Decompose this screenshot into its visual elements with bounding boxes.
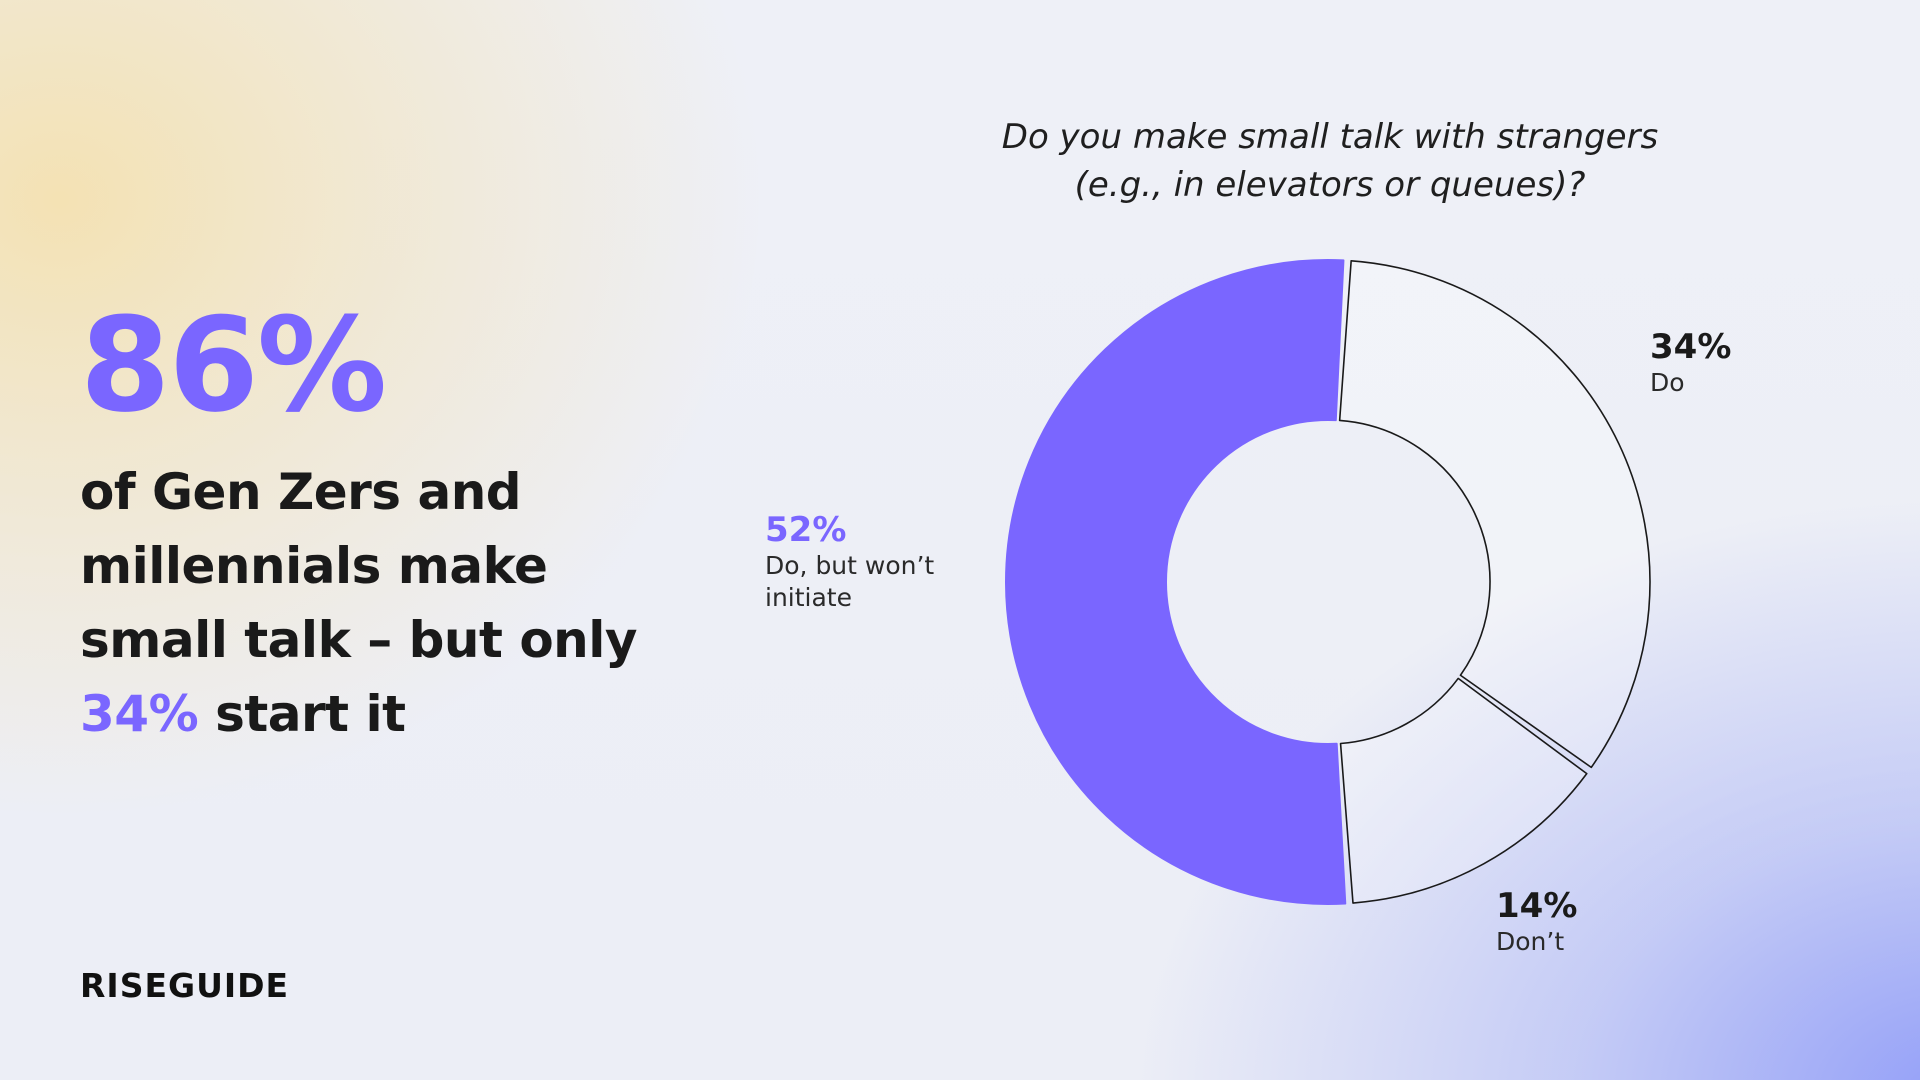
headline-text-after: start it xyxy=(215,685,406,743)
slice-value-do: 34% xyxy=(1650,327,1732,367)
chart-title-line-1: Do you make small talk with strangers xyxy=(1001,117,1659,157)
slice-value-do-but-wont-initiate: 52% xyxy=(765,510,847,550)
riseguide-logo: RISEGUIDE xyxy=(80,966,290,1005)
slice-label-dont: 14% Don’t xyxy=(1496,886,1577,958)
slice-caption-do: Do xyxy=(1650,368,1685,397)
slice-do-but-wont-initiate xyxy=(1004,259,1347,905)
slice-label-do-but-wont-initiate: 52% Do, but won’t initiate xyxy=(765,510,955,614)
headline-text-before: of Gen Zers and millennials make small t… xyxy=(80,463,638,669)
chart-title: Do you make small talk with strangers (e… xyxy=(940,113,1720,209)
slice-caption-do-but-wont-initiate: Do, but won’t initiate xyxy=(765,551,935,612)
slice-do xyxy=(1338,260,1651,769)
chart-title-line-2: (e.g., in elevators or queues)? xyxy=(1074,165,1586,205)
headline-text: of Gen Zers and millennials make small t… xyxy=(80,455,700,751)
headline-highlight: 34% xyxy=(80,685,199,743)
slice-caption-dont: Don’t xyxy=(1496,927,1565,956)
headline-stat: 86% xyxy=(80,289,387,441)
slice-dont xyxy=(1339,677,1588,904)
slice-value-dont: 14% xyxy=(1496,886,1578,926)
slice-label-do: 34% Do xyxy=(1650,327,1731,399)
